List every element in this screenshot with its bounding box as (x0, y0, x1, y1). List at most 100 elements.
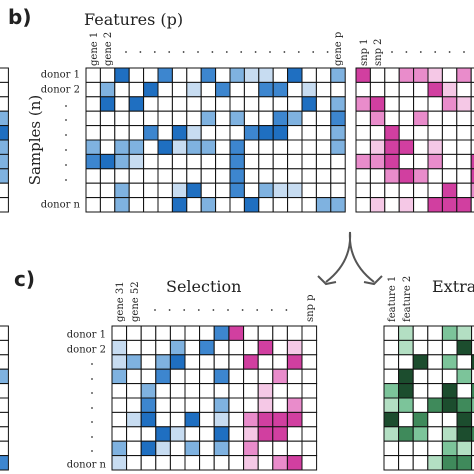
panel-title: Extraction (432, 277, 474, 296)
matrix-cell (355, 110, 371, 127)
ellipsis-dot (448, 51, 451, 53)
matrix-cell (369, 168, 386, 184)
matrix-cell (143, 139, 159, 155)
matrix-cell (355, 168, 371, 184)
matrix-cell (369, 67, 386, 83)
matrix-cell (184, 383, 201, 399)
matrix-cell (243, 168, 260, 184)
matrix-cell (398, 411, 414, 428)
matrix-cell (0, 139, 9, 155)
matrix-cell (286, 455, 303, 471)
matrix-cell (301, 67, 317, 83)
ellipsis-dot (434, 51, 437, 53)
matrix-cell (470, 81, 474, 98)
matrix-cell (301, 81, 317, 98)
ellipsis-dot (419, 51, 422, 53)
matrix-cell (272, 110, 289, 127)
matrix-cell (128, 67, 145, 83)
matrix-cell (471, 325, 474, 341)
matrix-cell (243, 455, 259, 471)
matrix-cell (412, 325, 429, 341)
matrix-cell (301, 455, 318, 471)
panel-title: Selection (166, 277, 241, 296)
matrix-cell (0, 426, 9, 442)
matrix-cell (456, 383, 473, 399)
row-label: donor 2 (41, 85, 80, 96)
matrix-cell (384, 96, 400, 112)
matrix-cell (155, 397, 171, 413)
matrix-cell (456, 182, 472, 199)
column-label: snp 1 (359, 38, 370, 66)
matrix-cell (257, 440, 274, 457)
matrix-cell (330, 67, 346, 83)
matrix-cell (412, 426, 429, 442)
matrix-cell (186, 168, 202, 184)
matrix-cell (355, 81, 371, 98)
matrix-cell (383, 354, 400, 370)
matrix-cell (301, 325, 318, 341)
matrix-cell (413, 153, 429, 170)
matrix-cell (0, 411, 9, 428)
matrix-cell (85, 110, 101, 127)
matrix-cell (140, 440, 157, 457)
matrix-cell (272, 383, 288, 399)
matrix-cell (257, 397, 274, 413)
matrix-cell (229, 168, 245, 184)
matrix-cell (199, 440, 215, 457)
matrix-cell (287, 168, 303, 184)
matrix-cell (213, 325, 230, 341)
matrix-cell (398, 168, 415, 184)
matrix-cell (355, 139, 371, 155)
matrix-cell (257, 325, 274, 341)
matrix-cell (456, 197, 472, 213)
matrix-cell (471, 455, 474, 471)
ellipsis-dot (227, 309, 229, 311)
matrix-cell (258, 110, 274, 127)
ellipsis-dot (125, 51, 127, 53)
matrix-cell (384, 153, 400, 170)
matrix-cell (140, 426, 157, 442)
matrix-cell (229, 153, 245, 170)
matrix-cell (355, 153, 371, 170)
ellipsis-dot (91, 407, 93, 409)
matrix-cell (427, 67, 443, 83)
matrix-cell (157, 153, 173, 170)
matrix-cell (330, 81, 346, 98)
matrix-cell (200, 110, 217, 127)
matrix-cell (398, 67, 415, 83)
matrix-cell (171, 182, 188, 199)
matrix-cell (315, 125, 332, 141)
matrix-cell (157, 110, 173, 127)
matrix-cell (215, 67, 231, 83)
split-arrow (317, 231, 383, 286)
matrix-cell (272, 440, 288, 457)
matrix-cell (287, 110, 303, 127)
matrix-cell (140, 354, 157, 370)
matrix-cell (85, 139, 101, 155)
matrix-cell (301, 397, 318, 413)
matrix-cell (199, 411, 215, 428)
matrix-cell (257, 354, 274, 370)
row-label: donor 1 (67, 330, 106, 341)
matrix-cell (169, 339, 186, 356)
matrix-cell (200, 81, 217, 98)
matrix-cell (383, 440, 400, 457)
ellipsis-dot (211, 51, 214, 53)
matrix-cell (330, 197, 346, 213)
matrix-cell (272, 368, 288, 385)
matrix-cell (384, 139, 400, 155)
matrix-cell (128, 139, 145, 155)
matrix-cell (272, 426, 288, 442)
matrix-cell (229, 139, 245, 155)
matrix-cell (114, 139, 130, 155)
matrix-cell (169, 325, 186, 341)
matrix-cell (126, 455, 142, 471)
matrix-cell (85, 96, 101, 112)
matrix-cell (114, 153, 130, 170)
ellipsis-dot (65, 119, 67, 121)
matrix-cell (99, 153, 116, 170)
ellipsis-dot (269, 51, 271, 53)
matrix-cell (140, 339, 157, 356)
matrix-cell (169, 455, 186, 471)
matrix-cell (200, 96, 217, 112)
